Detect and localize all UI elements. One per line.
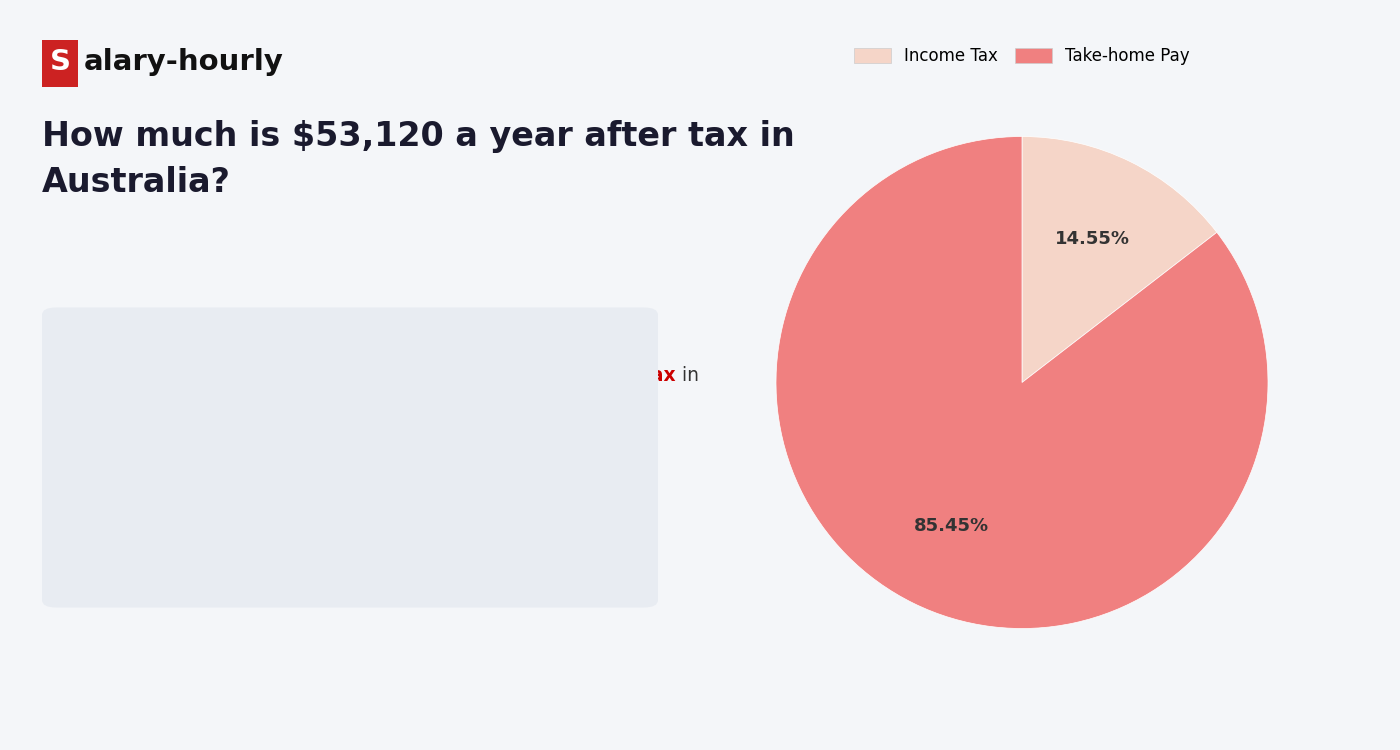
Text: $45,389 after tax: $45,389 after tax [493, 366, 676, 386]
Text: Take-home pay: $45,389: Take-home pay: $45,389 [115, 560, 346, 579]
Text: How much is $53,120 a year after tax in
Australia?: How much is $53,120 a year after tax in … [42, 120, 795, 199]
Text: A Yearly salary of $53,120 is approximately: A Yearly salary of $53,120 is approximat… [80, 366, 493, 386]
FancyBboxPatch shape [42, 40, 77, 88]
Legend: Income Tax, Take-home Pay: Income Tax, Take-home Pay [848, 40, 1196, 71]
Text: 85.45%: 85.45% [914, 517, 988, 535]
Wedge shape [1022, 136, 1217, 382]
Text: 14.55%: 14.55% [1056, 230, 1130, 248]
Wedge shape [776, 136, 1268, 628]
Text: Income Tax: $7,731: Income Tax: $7,731 [115, 514, 298, 533]
Text: •: • [91, 469, 102, 488]
Text: •: • [91, 560, 102, 579]
Text: •: • [91, 514, 102, 533]
Text: in: in [676, 366, 699, 386]
Text: alary-hourly: alary-hourly [84, 49, 284, 76]
Text: S: S [49, 49, 70, 76]
Text: Australia for a resident.: Australia for a resident. [80, 412, 301, 431]
Text: Gross pay: $53,120: Gross pay: $53,120 [115, 469, 297, 488]
